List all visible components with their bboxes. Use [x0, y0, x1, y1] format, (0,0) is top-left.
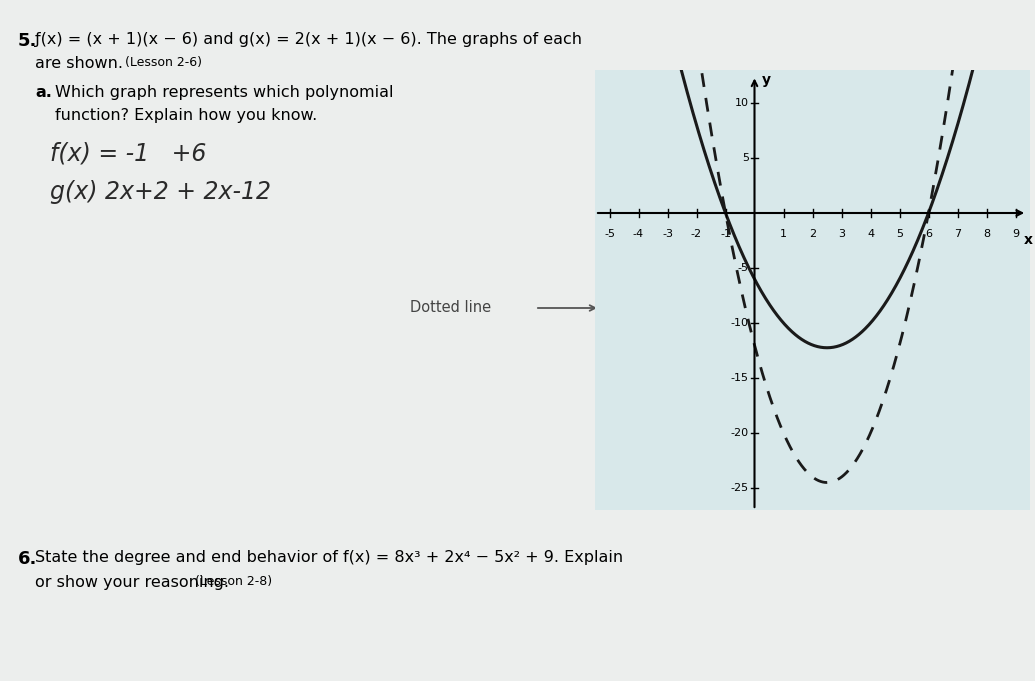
Text: State the degree and end behavior of f(x) = 8x³ + 2x⁴ − 5x² + 9. Explain: State the degree and end behavior of f(x…	[35, 550, 623, 565]
Text: (Lesson 2-6): (Lesson 2-6)	[125, 56, 202, 69]
Text: are shown.: are shown.	[35, 56, 123, 71]
Text: ƒ(x) = (x + 1)(x − 6) and g(x) = 2(x + 1)(x − 6). The graphs of each: ƒ(x) = (x + 1)(x − 6) and g(x) = 2(x + 1…	[35, 32, 582, 47]
Text: Dotted line: Dotted line	[410, 300, 492, 315]
Text: -5: -5	[738, 263, 748, 273]
Text: 2: 2	[809, 229, 816, 240]
Text: -20: -20	[731, 428, 748, 438]
Text: y: y	[762, 74, 771, 87]
Text: x: x	[1024, 233, 1033, 247]
Text: 8: 8	[983, 229, 990, 240]
Text: 5.: 5.	[18, 32, 37, 50]
Text: 6: 6	[925, 229, 932, 240]
Text: f(x) = -1   +6: f(x) = -1 +6	[50, 142, 206, 166]
Text: -4: -4	[633, 229, 644, 240]
Text: g(x) 2x+2 + 2x-12: g(x) 2x+2 + 2x-12	[50, 180, 271, 204]
Text: Which graph represents which polynomial: Which graph represents which polynomial	[55, 85, 393, 100]
Text: 1: 1	[780, 229, 787, 240]
Text: 10: 10	[735, 98, 748, 108]
Text: 4: 4	[867, 229, 875, 240]
Text: (Lesson 2-8): (Lesson 2-8)	[195, 575, 272, 588]
Text: -3: -3	[662, 229, 673, 240]
Text: -2: -2	[691, 229, 702, 240]
Text: -5: -5	[604, 229, 615, 240]
Text: function? Explain how you know.: function? Explain how you know.	[55, 108, 318, 123]
Text: a.: a.	[35, 85, 52, 100]
FancyBboxPatch shape	[595, 70, 1030, 510]
Text: or show your reasoning.: or show your reasoning.	[35, 575, 229, 590]
Text: -25: -25	[731, 483, 748, 493]
Text: 3: 3	[838, 229, 845, 240]
Text: -10: -10	[731, 318, 748, 328]
Text: -1: -1	[720, 229, 731, 240]
Text: 9: 9	[1012, 229, 1019, 240]
Text: 5: 5	[896, 229, 903, 240]
Text: -15: -15	[731, 373, 748, 383]
Text: 6.: 6.	[18, 550, 37, 568]
Text: 5: 5	[742, 153, 748, 163]
Text: 7: 7	[954, 229, 962, 240]
